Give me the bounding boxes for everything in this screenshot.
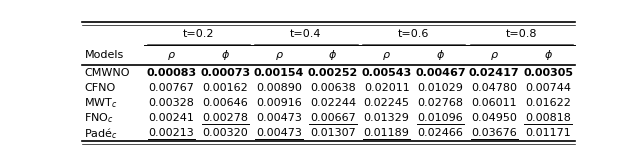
Text: 0.01096: 0.01096 [417,113,463,123]
Text: 0.00328: 0.00328 [148,98,195,108]
Text: 0.00473: 0.00473 [256,113,302,123]
Text: 0.00154: 0.00154 [254,68,304,78]
Text: 0.00083: 0.00083 [147,68,196,78]
Text: 0.00473: 0.00473 [256,128,302,138]
Text: CFNO: CFNO [84,83,116,93]
Text: 0.00213: 0.00213 [148,128,195,138]
Text: 0.00646: 0.00646 [202,98,248,108]
Text: 0.04950: 0.04950 [471,113,517,123]
Text: 0.00744: 0.00744 [525,83,571,93]
Text: 0.00767: 0.00767 [148,83,195,93]
Text: t=0.8: t=0.8 [506,29,537,39]
Text: 0.00543: 0.00543 [362,68,412,78]
Text: 0.01171: 0.01171 [525,128,571,138]
Text: 0.06011: 0.06011 [472,98,517,108]
Text: 0.00320: 0.00320 [202,128,248,138]
Text: ϕ: ϕ [329,50,337,60]
Text: 0.00818: 0.00818 [525,113,571,123]
Text: ρ: ρ [491,50,498,60]
Text: ϕ: ϕ [436,50,444,60]
Text: 0.01329: 0.01329 [364,113,410,123]
Text: 0.00073: 0.00073 [200,68,250,78]
Text: 0.00278: 0.00278 [202,113,248,123]
Text: 0.02417: 0.02417 [469,68,520,78]
Text: ϕ: ϕ [545,50,552,60]
Text: Padé$_c$: Padé$_c$ [84,126,118,141]
Text: MWT$_c$: MWT$_c$ [84,96,118,110]
Text: t=0.6: t=0.6 [398,29,429,39]
Text: 0.00252: 0.00252 [308,68,358,78]
Text: 0.02245: 0.02245 [364,98,410,108]
Text: 0.00638: 0.00638 [310,83,356,93]
Text: 0.04780: 0.04780 [471,83,517,93]
Text: 0.00890: 0.00890 [256,83,302,93]
Text: 0.00162: 0.00162 [202,83,248,93]
Text: 0.01622: 0.01622 [525,98,571,108]
Text: 0.02011: 0.02011 [364,83,410,93]
Text: 0.02244: 0.02244 [310,98,356,108]
Text: 0.02768: 0.02768 [417,98,463,108]
Text: ρ: ρ [383,50,390,60]
Text: 0.03676: 0.03676 [472,128,517,138]
Text: 0.00916: 0.00916 [256,98,302,108]
Text: 0.01029: 0.01029 [417,83,463,93]
Text: t=0.4: t=0.4 [290,29,322,39]
Text: 0.00667: 0.00667 [310,113,356,123]
Text: ϕ: ϕ [221,50,229,60]
Text: CMWNO: CMWNO [84,68,130,78]
Text: Models: Models [84,50,124,60]
Text: t=0.2: t=0.2 [182,29,214,39]
Text: 0.02466: 0.02466 [417,128,463,138]
Text: 0.01307: 0.01307 [310,128,356,138]
Text: ρ: ρ [168,50,175,60]
Text: 0.00467: 0.00467 [415,68,466,78]
Text: 0.01189: 0.01189 [364,128,410,138]
Text: 0.00305: 0.00305 [523,68,573,78]
Text: ρ: ρ [275,50,283,60]
Text: FNO$_c$: FNO$_c$ [84,111,114,125]
Text: 0.00241: 0.00241 [148,113,195,123]
